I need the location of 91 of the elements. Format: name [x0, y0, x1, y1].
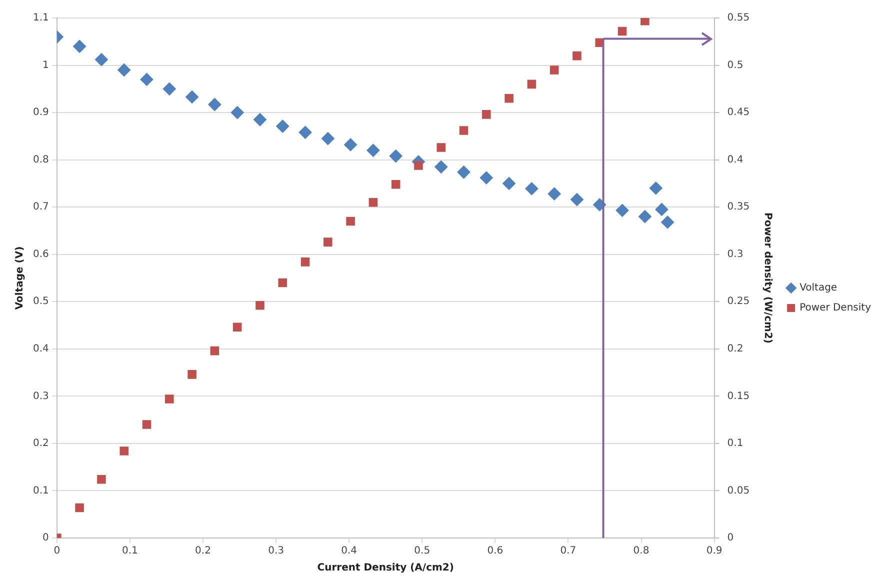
point	[186, 90, 199, 104]
point	[640, 18, 650, 26]
x-tick-label: 0.5	[414, 546, 430, 557]
point	[120, 446, 128, 456]
point	[298, 126, 312, 139]
y2-tick-label: 0.3	[727, 248, 744, 260]
point	[324, 238, 332, 246]
point	[548, 187, 561, 200]
y-tick-label: 0.6	[32, 248, 49, 260]
point	[253, 113, 266, 126]
y-tick-label: 0.1	[32, 485, 49, 496]
point	[572, 51, 582, 60]
point	[165, 394, 174, 404]
x-tick-label: 0.3	[268, 546, 284, 557]
y2-tick-label: 0.15	[727, 390, 750, 402]
y-tick-label: 0.8	[32, 154, 49, 166]
point	[655, 202, 668, 216]
y-tick-label: 0.7	[32, 202, 49, 213]
point	[414, 161, 423, 170]
point	[232, 322, 242, 332]
point	[188, 370, 196, 379]
point	[436, 143, 446, 152]
point	[276, 120, 290, 133]
point	[230, 106, 244, 120]
point	[525, 182, 538, 196]
y-tick-label: 0.4	[32, 344, 49, 355]
y-tick-label: 0.5	[32, 296, 49, 308]
y-tick-label: 0	[42, 532, 49, 544]
point	[638, 210, 652, 224]
x-tick-label: 0.4	[341, 546, 358, 557]
point	[142, 420, 152, 429]
y2-tick-label: 0	[727, 532, 734, 544]
y2-tick-label: 0.35	[727, 202, 750, 213]
point	[162, 82, 176, 96]
point	[502, 176, 516, 190]
point	[278, 278, 287, 288]
point	[618, 26, 627, 36]
y-tick-label: 0.3	[32, 390, 49, 402]
point	[140, 72, 154, 86]
y-tick-label: 1	[42, 60, 49, 71]
point	[118, 64, 131, 76]
point	[527, 80, 536, 89]
x-tick-label: 0.8	[633, 546, 650, 557]
y2-axis-title: Power density (W/cm2)	[762, 212, 773, 344]
legend-label: Power Density	[800, 302, 872, 314]
x-tick-label: 0.7	[560, 546, 576, 557]
y-tick-label: 1.1	[32, 12, 49, 24]
y2-tick-label: 0.25	[727, 296, 750, 308]
y2-tick-label: 0.5	[727, 60, 744, 71]
y-tick-label: 0.9	[32, 107, 49, 118]
point	[73, 40, 86, 53]
point	[616, 204, 629, 217]
x-tick-label: 0.1	[122, 546, 138, 557]
point	[346, 216, 355, 226]
point	[344, 138, 358, 152]
point	[504, 94, 514, 103]
point	[389, 150, 402, 163]
point	[208, 98, 222, 112]
x-tick-label: 0	[54, 546, 60, 557]
point	[550, 66, 559, 74]
x-tick-label: 0.6	[487, 546, 504, 557]
y2-tick-label: 0.4	[727, 154, 744, 166]
point	[457, 166, 470, 179]
y2-tick-label: 0.45	[727, 107, 750, 118]
y-axis-title: Voltage (V)	[14, 246, 26, 310]
point	[661, 216, 674, 229]
x-tick-label: 0.9	[706, 546, 722, 557]
point	[366, 144, 380, 157]
point	[391, 180, 400, 189]
point	[570, 193, 584, 206]
x-axis-title: Current Density (A/cm2)	[317, 562, 454, 574]
y2-tick-label: 0.55	[727, 12, 750, 24]
legend-label: Voltage	[800, 282, 838, 294]
x-tick-label: 0.2	[195, 546, 211, 557]
point	[482, 110, 491, 119]
point	[210, 346, 220, 356]
y2-tick-label: 0.05	[727, 485, 750, 496]
point	[97, 474, 106, 484]
point	[434, 160, 448, 174]
point	[256, 301, 264, 310]
point	[649, 182, 662, 195]
point	[459, 126, 468, 135]
y-tick-label: 0.2	[32, 438, 49, 450]
y2-tick-label: 0.2	[727, 344, 744, 355]
point	[368, 198, 378, 207]
point	[321, 132, 334, 146]
point	[94, 53, 108, 66]
y2-tick-label: 0.1	[727, 438, 744, 450]
point	[75, 503, 84, 512]
point	[480, 171, 493, 184]
point	[300, 258, 310, 266]
